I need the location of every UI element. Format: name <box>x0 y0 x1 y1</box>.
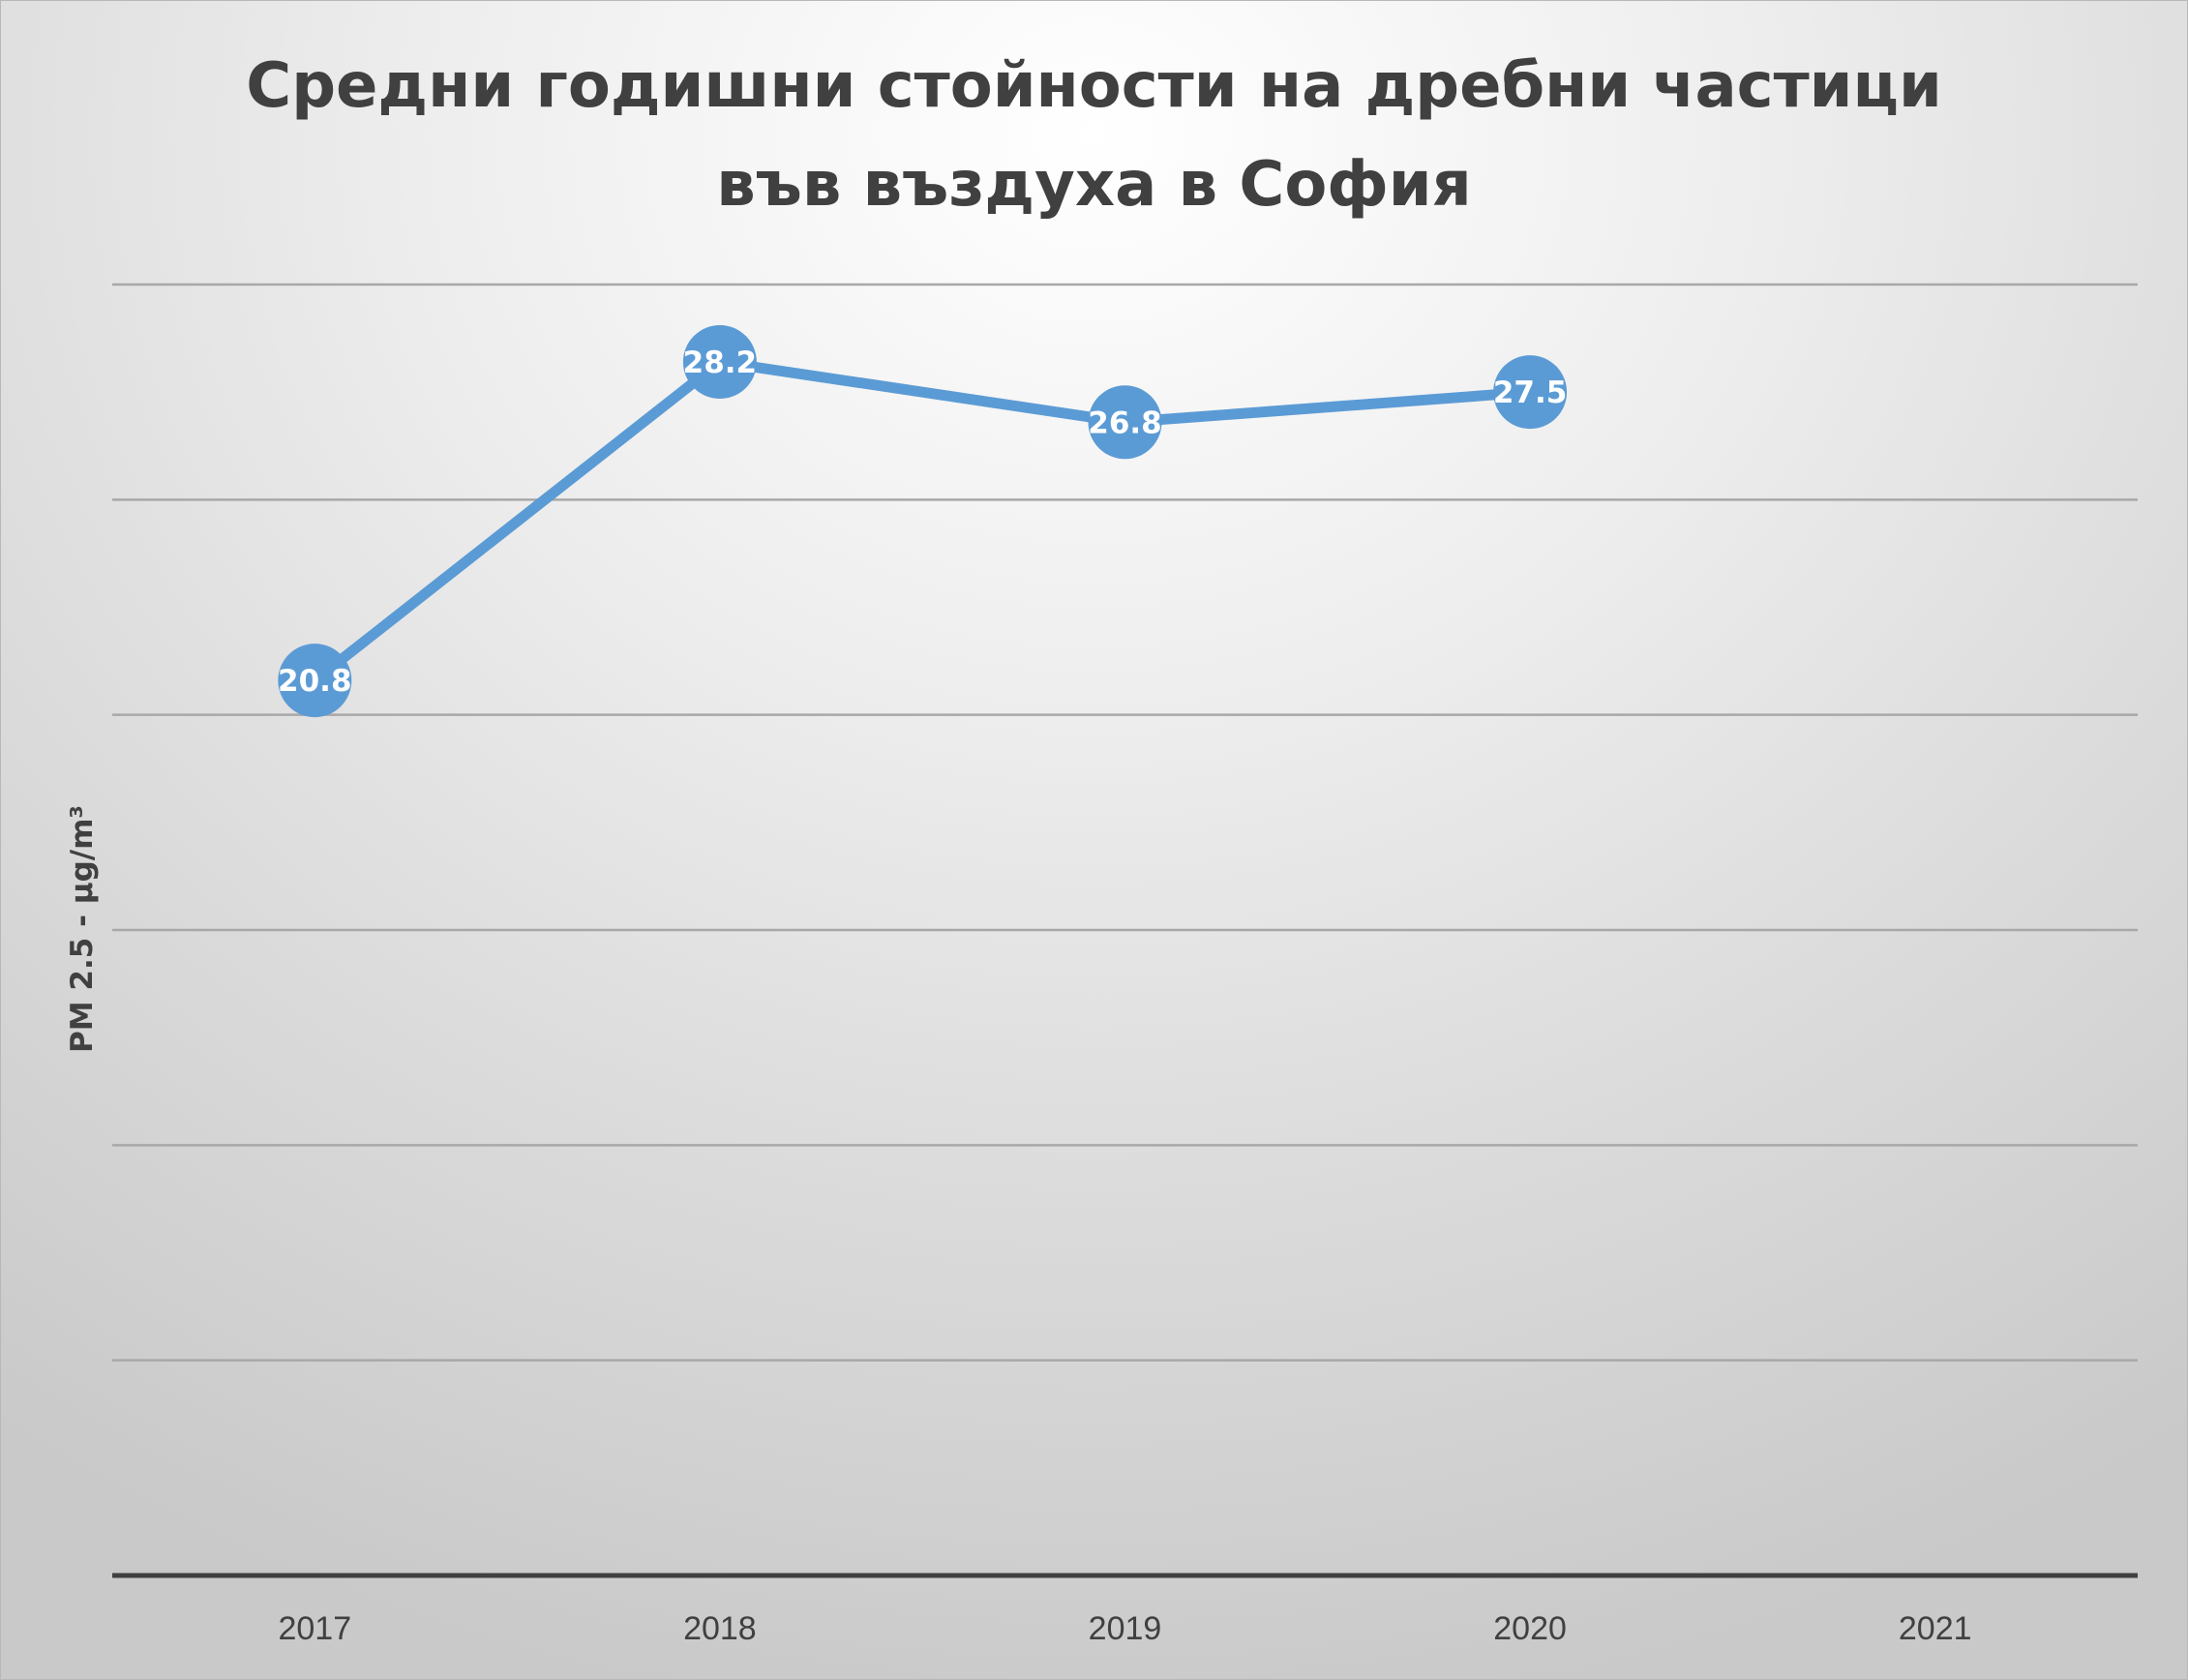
chart-title-line-2: във въздуха в София <box>716 149 1472 221</box>
data-label-2018: 28.2 <box>683 345 758 380</box>
chart-title-line-1: Средни годишни стойности на дребни части… <box>246 50 1942 122</box>
x-tick-label-2019: 2019 <box>1089 1610 1162 1647</box>
data-label-2020: 27.5 <box>1493 375 1568 410</box>
y-axis-title: PM 2.5 - µg/m³ <box>65 805 100 1053</box>
data-point-2017 <box>278 644 352 718</box>
series-line-0 <box>309 356 1536 686</box>
data-point-2018 <box>682 325 757 400</box>
x-tick-label-2020: 2020 <box>1493 1610 1567 1647</box>
x-tick-label-2018: 2018 <box>683 1610 757 1647</box>
data-point-2019 <box>1088 385 1162 460</box>
x-tick-label-2021: 2021 <box>1899 1610 1972 1647</box>
data-label-2019: 26.8 <box>1088 405 1162 440</box>
data-label-2017: 20.8 <box>278 664 352 699</box>
x-tick-label-2017: 2017 <box>278 1610 351 1647</box>
data-point-2020 <box>1493 355 1568 430</box>
